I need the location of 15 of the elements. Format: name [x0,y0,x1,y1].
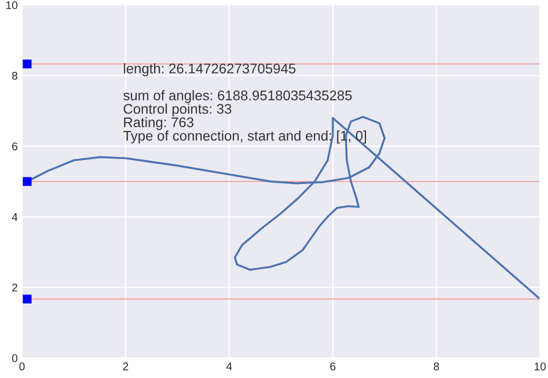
y-tick-label: 6 [12,142,18,150]
y-tick-label: 4 [12,213,18,221]
y-tick-label: 0 [12,354,18,362]
x-tick-label: 0 [19,362,25,370]
y-tick-label: 10 [6,1,18,10]
x-tick-label: 8 [434,362,440,370]
point [22,60,32,68]
y-tick-label: 2 [12,284,18,292]
y-tick-label: 8 [12,72,18,80]
x-tick-label: 2 [123,362,128,370]
x-tick-label: 6 [330,362,336,370]
x-tick-label: 4 [226,362,232,370]
x-tick-label: 10 [534,362,546,370]
point [22,294,32,304]
point [22,177,32,186]
